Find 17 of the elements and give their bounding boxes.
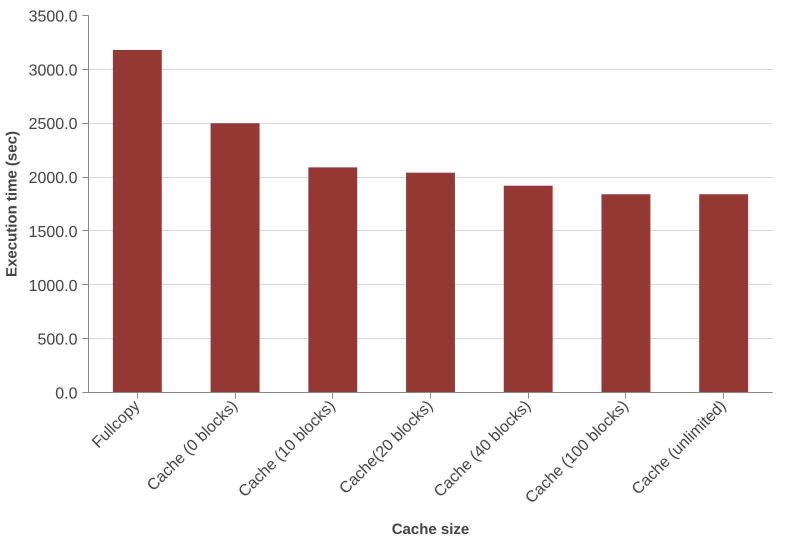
y-tick-label: 2500.0 (28, 116, 78, 134)
bar (406, 172, 455, 392)
y-tick-label: 0.0 (55, 386, 78, 402)
y-tick-label: 1000.0 (28, 278, 78, 295)
y-tick-label: 3500.0 (28, 8, 78, 26)
bar (112, 50, 162, 392)
bar (699, 194, 748, 392)
bar (308, 167, 358, 392)
bar (504, 186, 553, 392)
y-tick-label: 1500.0 (28, 224, 78, 241)
y-tick-label: 2000.0 (28, 170, 78, 188)
bar (210, 123, 260, 392)
y-axis-title: Execution time (sec) (4, 131, 21, 277)
y-tick-label: 3000.0 (28, 62, 78, 80)
x-axis-title: Cache size (392, 520, 470, 538)
bar (602, 194, 650, 392)
y-tick-label: 500.0 (37, 332, 78, 349)
